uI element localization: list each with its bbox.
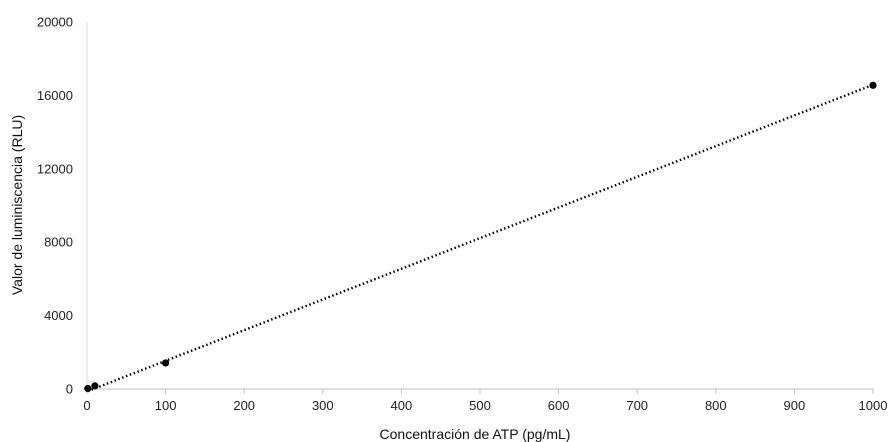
x-tick-label: 600 bbox=[548, 398, 570, 413]
x-tick-label: 100 bbox=[155, 398, 177, 413]
x-tick-label: 1000 bbox=[859, 398, 888, 413]
data-point bbox=[91, 382, 99, 390]
x-axis-title: Concentración de ATP (pg/mL) bbox=[380, 426, 571, 442]
trendline bbox=[87, 83, 874, 393]
data-point bbox=[162, 359, 170, 367]
x-tick-label: 900 bbox=[784, 398, 806, 413]
y-tick-label: 16000 bbox=[37, 88, 73, 103]
y-tick-label: 4000 bbox=[44, 308, 73, 323]
x-tick-label: 0 bbox=[83, 398, 90, 413]
data-point bbox=[869, 81, 877, 89]
x-tick-label: 500 bbox=[469, 398, 491, 413]
data-points-layer bbox=[84, 81, 877, 393]
x-tick-label: 700 bbox=[626, 398, 648, 413]
y-tick-label: 0 bbox=[66, 382, 73, 397]
x-tick-label: 200 bbox=[233, 398, 255, 413]
tick-labels-layer: 0 100 200 300 400 500 600 700 800 900 1000 0 4000 800… bbox=[37, 15, 888, 414]
axes-layer bbox=[86, 22, 874, 394]
x-tick-label: 400 bbox=[391, 398, 413, 413]
y-tick-label: 8000 bbox=[44, 235, 73, 250]
data-point bbox=[84, 384, 92, 393]
y-axis-title: Valor de luminiscencia (RLU) bbox=[9, 115, 25, 295]
y-tick-label: 20000 bbox=[37, 15, 73, 30]
x-tick-label: 800 bbox=[705, 398, 727, 413]
trendline-layer bbox=[87, 83, 874, 393]
y-tick-label: 12000 bbox=[37, 161, 73, 176]
x-tick-label: 300 bbox=[312, 398, 334, 413]
